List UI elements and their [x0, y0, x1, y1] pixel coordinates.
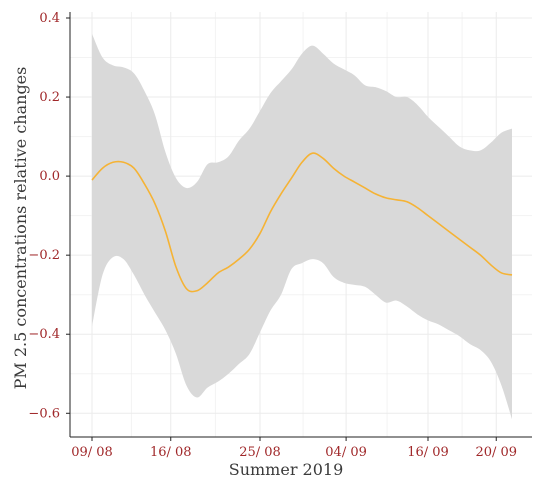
y-tick-label: −0.6 — [28, 406, 60, 421]
axes — [69, 12, 532, 438]
y-tick-label: −0.4 — [28, 327, 60, 342]
x-axis-title: Summer 2019 — [229, 460, 344, 479]
x-tick-label: 20/ 09 — [475, 445, 517, 460]
y-tick-label: 0.0 — [39, 169, 60, 184]
mean-line — [91, 152, 513, 293]
x-tick-label: 16/ 08 — [150, 445, 192, 460]
y-tick-label: −0.2 — [28, 248, 60, 263]
x-tick-label: 25/ 08 — [239, 445, 281, 460]
x-tick-label: 04/ 09 — [325, 445, 367, 460]
y-axis-title: PM 2.5 concentrations relative changes — [11, 67, 30, 390]
confidence-band — [92, 33, 512, 420]
y-axis-ticks: 0.4 0.2 0.0 −0.2 −0.4 −0.6 — [28, 11, 70, 421]
x-tick-label: 16/ 09 — [407, 445, 449, 460]
x-tick-label: 09/ 08 — [71, 445, 113, 460]
y-tick-label: 0.4 — [39, 11, 60, 26]
x-axis-ticks: 09/ 08 16/ 08 25/ 08 04/ 09 16/ 09 20/ 09 — [71, 437, 517, 460]
y-tick-label: 0.2 — [39, 90, 60, 105]
